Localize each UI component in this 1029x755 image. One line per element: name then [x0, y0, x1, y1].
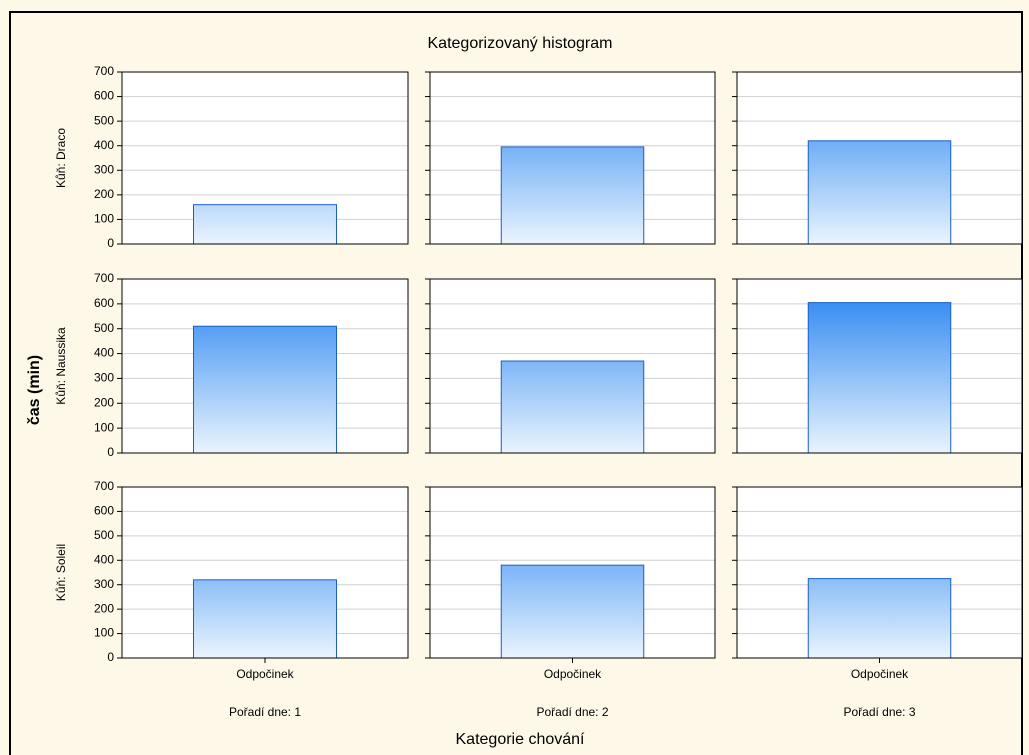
plot-border [429, 278, 716, 454]
plot-border [121, 71, 409, 245]
y-tick-label: 400 [94, 346, 114, 360]
plot-border [121, 278, 409, 454]
y-tick-label: 600 [94, 89, 114, 103]
y-tick-label: 400 [94, 138, 114, 152]
y-tick-label: 400 [94, 552, 114, 566]
y-tick-label: 300 [94, 162, 114, 176]
bar [807, 578, 952, 659]
x-axis-label: Kategorie chování [456, 731, 586, 748]
y-tick-label: 600 [94, 296, 114, 310]
chart-title: Kategorizovaný histogram [428, 35, 613, 52]
y-tick-label: 500 [94, 113, 114, 127]
row-label: Kůň: Naussika [54, 327, 68, 405]
column-label: Pořadí dne: 1 [229, 705, 301, 719]
y-tick-label: 500 [94, 321, 114, 335]
x-tick-label: Odpočinek [851, 667, 909, 681]
y-tick-label: 300 [94, 371, 114, 385]
bar [193, 325, 337, 454]
y-tick-label: 100 [94, 212, 114, 226]
plot-border [736, 71, 1023, 245]
y-tick-label: 0 [107, 650, 114, 664]
y-axis-label: čas (min) [26, 355, 43, 425]
bar [500, 146, 645, 245]
plot-border [429, 71, 716, 245]
bar [807, 302, 952, 454]
y-tick-label: 700 [94, 271, 114, 285]
bar [500, 360, 645, 454]
y-tick-label: 0 [107, 236, 114, 250]
y-tick-label: 700 [94, 479, 114, 493]
row-label: Kůň: Soleil [54, 544, 68, 601]
column-label: Pořadí dne: 3 [843, 705, 915, 719]
y-tick-label: 100 [94, 420, 114, 434]
bar [193, 579, 337, 659]
y-tick-label: 600 [94, 504, 114, 518]
y-tick-label: 200 [94, 187, 114, 201]
row-label: Kůň: Draco [54, 128, 68, 188]
bar [500, 564, 645, 659]
x-tick-label: Odpočinek [236, 667, 294, 681]
y-tick-label: 500 [94, 528, 114, 542]
y-tick-label: 300 [94, 577, 114, 591]
plot-border [736, 278, 1023, 454]
y-tick-label: 200 [94, 601, 114, 615]
y-tick-label: 0 [107, 445, 114, 459]
y-tick-label: 100 [94, 626, 114, 640]
bar [193, 204, 337, 245]
y-tick-label: 200 [94, 395, 114, 409]
column-label: Pořadí dne: 2 [536, 705, 608, 719]
bar [807, 140, 952, 245]
x-tick-label: Odpočinek [544, 667, 602, 681]
y-tick-label: 700 [94, 64, 114, 78]
